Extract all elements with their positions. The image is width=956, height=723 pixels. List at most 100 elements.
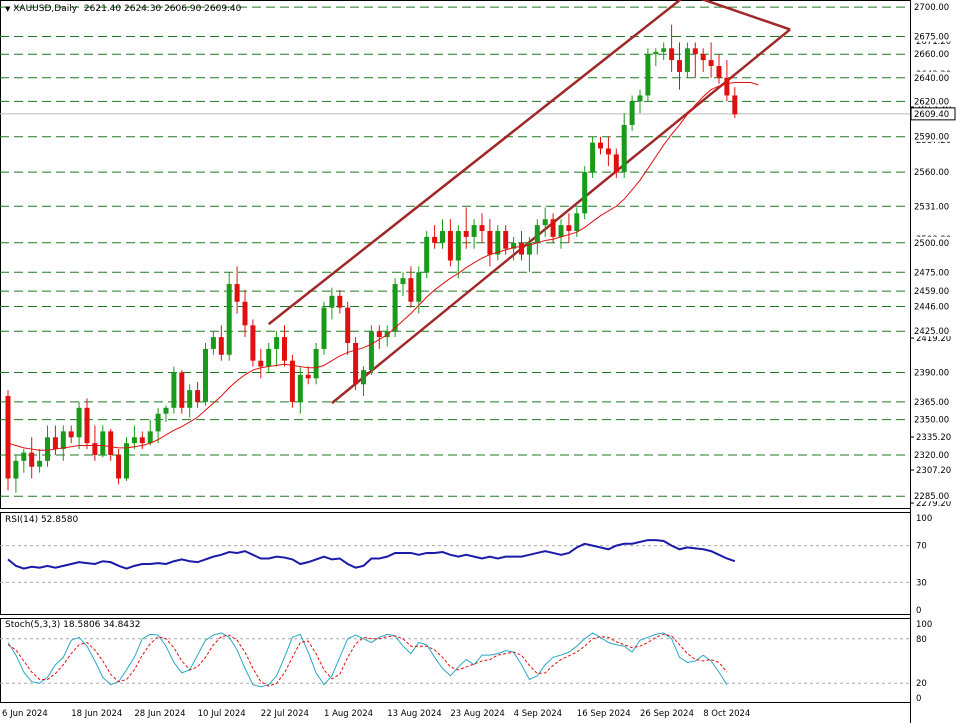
panel-border bbox=[0, 618, 911, 703]
candle-body bbox=[724, 77, 730, 96]
candle-body bbox=[289, 360, 295, 402]
candle-body bbox=[108, 431, 114, 455]
level-label: 2350.00 bbox=[914, 416, 949, 426]
dropdown-triangle-icon[interactable]: ▼ bbox=[5, 5, 11, 13]
candle-body bbox=[424, 236, 430, 273]
level-label-bg bbox=[911, 448, 955, 460]
panel-border bbox=[0, 0, 911, 509]
x-tick-label: 18 Jun 2024 bbox=[71, 709, 122, 719]
y-tick-label: 2307.20 bbox=[916, 466, 951, 476]
level-label: 2660.00 bbox=[914, 50, 949, 60]
level-label-bg bbox=[911, 95, 955, 107]
candle-body bbox=[13, 460, 19, 479]
sma-line bbox=[7, 82, 759, 451]
candle-body bbox=[250, 325, 256, 361]
candle-body bbox=[479, 225, 485, 232]
candle-body bbox=[440, 231, 445, 243]
candle-body bbox=[400, 278, 406, 285]
candle-body bbox=[368, 331, 374, 371]
candle-body bbox=[550, 219, 556, 237]
level-label-bg bbox=[911, 48, 955, 60]
candle-body bbox=[210, 337, 216, 349]
candle-body bbox=[147, 431, 153, 444]
level-label: 2425.00 bbox=[914, 327, 949, 337]
symbol-label: XAUUSD,Daily bbox=[13, 4, 78, 14]
channel-upper-ext-line bbox=[700, 0, 791, 31]
stoch-tick-label: 80 bbox=[916, 635, 927, 645]
candle-body bbox=[345, 307, 351, 343]
level-label-bg bbox=[911, 1, 955, 13]
y-tick-label: 2419.20 bbox=[916, 334, 951, 344]
level-label: 2700.00 bbox=[914, 3, 949, 13]
rsi-tick-label: 30 bbox=[916, 578, 927, 588]
level-label: 2285.00 bbox=[914, 492, 949, 502]
candle-body bbox=[645, 54, 651, 96]
candle-body bbox=[139, 437, 145, 444]
candle-body bbox=[408, 278, 414, 302]
candle-body bbox=[361, 370, 366, 385]
candle-body bbox=[45, 437, 50, 461]
channel-upper-line bbox=[267, 0, 682, 326]
candle-body bbox=[684, 48, 690, 72]
candle-body bbox=[100, 431, 106, 455]
candle-body bbox=[179, 372, 185, 408]
candle-body bbox=[60, 431, 66, 450]
candle-body bbox=[471, 225, 477, 237]
level-label: 2590.00 bbox=[914, 133, 949, 143]
candle-body bbox=[258, 360, 264, 367]
rsi-tick-label: 0 bbox=[916, 606, 921, 616]
level-label-bg bbox=[911, 130, 955, 142]
candle-body bbox=[282, 337, 287, 361]
candle-body bbox=[700, 54, 706, 61]
candle-body bbox=[692, 48, 698, 55]
ohlc-label: 2621.40 2624.30 2606.90 2609.40 bbox=[83, 4, 242, 14]
level-label: 2560.00 bbox=[914, 168, 949, 178]
x-tick-label: 23 Aug 2024 bbox=[450, 709, 504, 719]
candle-body bbox=[463, 231, 469, 237]
candle-body bbox=[297, 374, 303, 402]
candle-body bbox=[558, 225, 564, 237]
candle-body bbox=[526, 242, 532, 255]
candle-body bbox=[598, 142, 603, 149]
candle-body bbox=[566, 225, 572, 232]
candle-body bbox=[511, 242, 517, 249]
candle-body bbox=[590, 142, 596, 173]
candle-body bbox=[329, 295, 335, 308]
rsi-header: RSI(14) 52.8580 bbox=[5, 515, 79, 525]
candle-body bbox=[716, 66, 722, 78]
last-price-label: 2609.40 bbox=[914, 110, 949, 120]
panel-border bbox=[0, 512, 911, 615]
candle-body bbox=[519, 242, 524, 255]
candle-body bbox=[76, 407, 82, 438]
y-tick-label: 2279.20 bbox=[916, 499, 951, 509]
rsi-tick-label: 100 bbox=[916, 514, 932, 524]
level-label: 2446.00 bbox=[914, 302, 949, 312]
last-price-box bbox=[910, 107, 956, 121]
candle-body bbox=[52, 437, 58, 450]
stoch-tick-label: 20 bbox=[916, 679, 927, 689]
level-label: 2365.00 bbox=[914, 398, 949, 408]
y-tick-label: 2671.20 bbox=[916, 37, 951, 47]
level-label-bg bbox=[911, 413, 955, 425]
candle-body bbox=[605, 148, 611, 155]
symbol-header: ▼ XAUUSD,Daily 2621.40 2624.30 2606.90 2… bbox=[5, 4, 241, 14]
candle-body bbox=[37, 460, 43, 467]
candle-body bbox=[321, 307, 327, 349]
x-tick-label: 10 Jul 2024 bbox=[198, 709, 246, 719]
candle-body bbox=[503, 231, 509, 249]
x-tick-label: 26 Sep 2024 bbox=[640, 709, 694, 719]
level-label-bg bbox=[911, 395, 955, 407]
candle-body bbox=[84, 407, 90, 444]
candle-body bbox=[226, 284, 232, 355]
candle-body bbox=[637, 95, 643, 102]
x-tick-label: 16 Sep 2024 bbox=[577, 709, 631, 719]
candle-body bbox=[203, 348, 208, 402]
x-tick-label: 13 Aug 2024 bbox=[387, 709, 441, 719]
candle-body bbox=[337, 295, 343, 308]
x-tick-label: 22 Jul 2024 bbox=[261, 709, 309, 719]
level-label-bg bbox=[911, 236, 955, 248]
candle-body bbox=[218, 337, 224, 355]
candle-body bbox=[274, 337, 280, 349]
